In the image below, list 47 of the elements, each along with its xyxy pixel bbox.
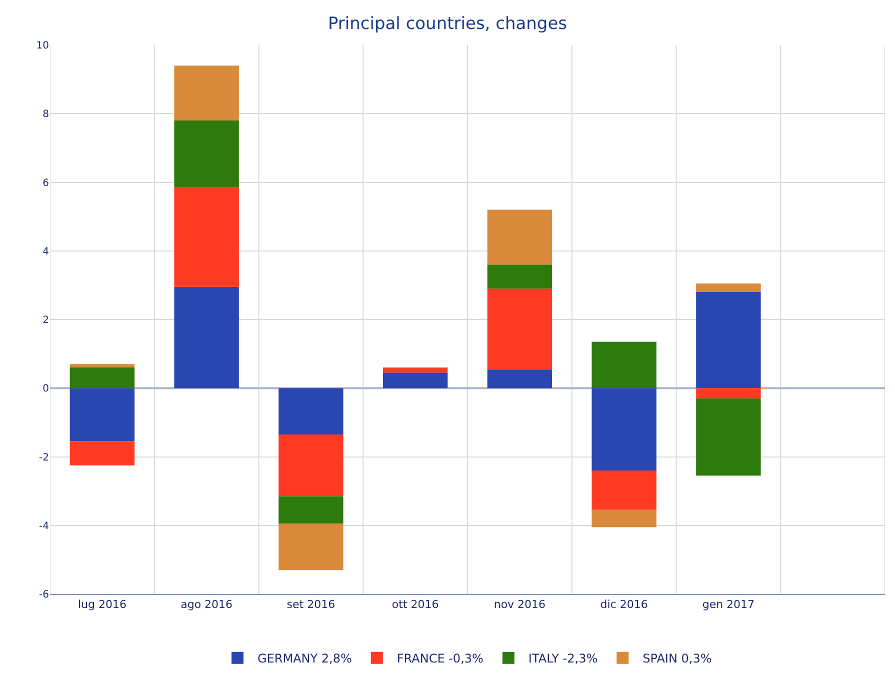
bar (696, 292, 761, 388)
x-tick-label: ott 2016 (392, 598, 439, 612)
legend-label: SPAIN 0,3% (642, 652, 712, 666)
x-tick-label: gen 2017 (702, 598, 755, 612)
chart-title: Principal countries, changes (328, 14, 568, 34)
bar (174, 66, 239, 120)
bar (174, 120, 239, 188)
bar (487, 288, 552, 370)
legend-label: FRANCE -0,3% (396, 652, 484, 666)
bar (70, 368, 135, 388)
bar (592, 342, 656, 388)
legend-label: GERMANY 2,8% (258, 652, 352, 666)
bar (174, 187, 239, 287)
bar (696, 388, 761, 398)
y-tick-label: -6 (39, 590, 49, 600)
x-tick-label: set 2016 (286, 598, 336, 612)
bar (696, 398, 761, 476)
bar (487, 264, 552, 289)
x-tick-label: lug 2016 (78, 598, 126, 612)
bar (696, 283, 761, 292)
y-tick-label: 2 (42, 315, 49, 326)
y-tick-label: 4 (42, 246, 49, 258)
bar (70, 364, 135, 368)
legend-label: ITALY -2,3% (528, 652, 598, 666)
bar (382, 372, 448, 388)
bar (382, 368, 448, 373)
bar (592, 510, 656, 528)
x-tick-label: ago 2016 (180, 598, 233, 612)
y-tick-label: 8 (42, 109, 49, 120)
x-tick-label: nov 2016 (494, 598, 546, 612)
y-tick-label: 10 (36, 40, 49, 52)
y-tick-label: -2 (39, 452, 49, 464)
x-tick-label: dic 2016 (600, 598, 648, 612)
bar (592, 470, 656, 510)
bar (278, 524, 344, 570)
y-tick-label: -4 (39, 520, 49, 532)
bar (278, 496, 344, 524)
bar (70, 388, 135, 442)
bar (174, 286, 239, 388)
bar (278, 434, 344, 496)
bar (487, 210, 552, 265)
bar (70, 441, 135, 466)
y-tick-label: 6 (42, 178, 49, 189)
bar (592, 388, 656, 470)
bar (278, 388, 344, 434)
bar (487, 369, 552, 388)
y-tick-label: 0 (42, 384, 49, 395)
